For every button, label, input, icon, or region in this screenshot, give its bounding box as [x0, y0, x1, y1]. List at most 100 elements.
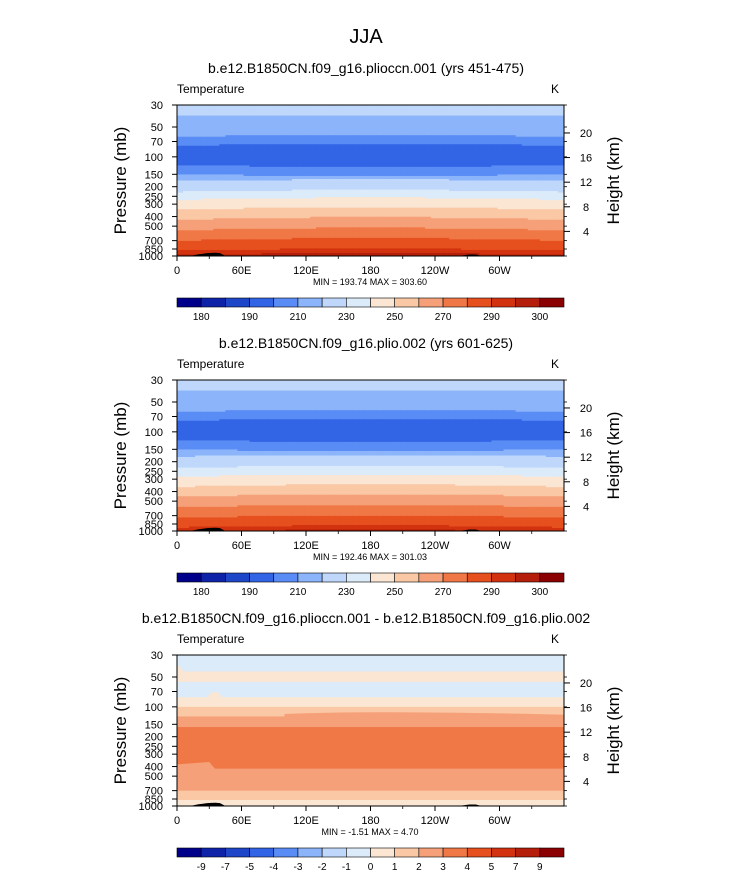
contour-cell	[521, 189, 529, 192]
contour-cell	[400, 194, 408, 197]
contour-cell	[491, 147, 499, 150]
contour-cell	[382, 178, 390, 182]
contour-cell	[388, 159, 396, 162]
contour-cell	[255, 200, 263, 203]
contour-cell	[249, 154, 257, 157]
contour-cell	[491, 132, 499, 135]
contour-cell	[449, 157, 456, 160]
contour-cell	[400, 212, 408, 215]
contour-cell	[279, 209, 287, 212]
contour-cell	[509, 141, 517, 144]
contour-cell	[310, 177, 317, 180]
contour-cell	[285, 188, 293, 191]
contour-cell	[394, 133, 402, 136]
contour-cell	[545, 207, 553, 210]
contour-cell	[443, 206, 450, 209]
contour-cell	[418, 204, 426, 207]
contour-cell	[521, 169, 529, 173]
contour-cell	[430, 126, 438, 129]
contour-cell	[485, 192, 493, 195]
contour-cell	[207, 201, 214, 204]
contour-cell	[243, 139, 251, 142]
contour-cell	[497, 191, 505, 194]
contour-cell	[334, 192, 341, 195]
contour-cell	[213, 144, 220, 147]
contour-cell	[243, 194, 251, 197]
contour-cell	[430, 117, 438, 120]
contour-cell	[213, 204, 220, 207]
contour-cell	[491, 157, 499, 160]
contour-cell	[291, 171, 299, 174]
contour-cell	[479, 206, 486, 209]
contour-cell	[473, 183, 480, 186]
contour-cell	[261, 139, 269, 142]
contour-cell	[515, 148, 523, 151]
contour-cell	[418, 174, 426, 177]
contour-cell	[195, 112, 202, 115]
contour-cell	[370, 171, 378, 174]
contour-cell	[545, 215, 553, 218]
contour-cell	[455, 123, 462, 126]
contour-cell	[376, 162, 384, 165]
contour-cell	[352, 147, 360, 150]
contour-cell	[437, 106, 444, 109]
contour-cell	[437, 111, 444, 114]
contour-cell	[219, 163, 226, 166]
contour-cell	[527, 197, 535, 200]
contour-cell	[509, 142, 517, 145]
contour-cell	[303, 183, 311, 186]
contour-cell	[406, 166, 414, 170]
contour-cell	[515, 120, 523, 123]
contour-cell	[334, 109, 341, 112]
contour-cell	[358, 106, 366, 109]
contour-cell	[551, 129, 559, 132]
contour-cell	[557, 135, 564, 138]
contour-cell	[177, 204, 184, 207]
contour-cell	[273, 157, 281, 160]
contour-cell	[322, 106, 329, 109]
contour-cell	[418, 182, 426, 185]
contour-cell	[557, 114, 564, 117]
contour-cell	[267, 157, 275, 160]
contour-cell	[291, 148, 299, 151]
contour-cell	[279, 138, 287, 141]
contour-cell	[545, 135, 553, 138]
contour-cell	[243, 175, 251, 179]
contour-cell	[473, 160, 480, 163]
contour-cell	[551, 112, 559, 115]
contour-cell	[382, 159, 390, 162]
contour-cell	[485, 150, 493, 153]
contour-cell	[273, 162, 281, 165]
contour-cell	[430, 177, 438, 180]
contour-cell	[255, 135, 263, 138]
contour-cell	[443, 200, 450, 203]
contour-cell	[177, 206, 184, 209]
contour-cell	[491, 111, 499, 114]
contour-cell	[219, 182, 226, 185]
contour-cell	[382, 105, 390, 108]
contour-cell	[527, 153, 535, 156]
contour-cell	[449, 130, 456, 133]
contour-cell	[273, 177, 281, 180]
contour-cell	[545, 120, 553, 123]
contour-cell	[467, 177, 474, 180]
contour-cell	[328, 127, 335, 130]
contour-cell	[195, 129, 202, 132]
contour-cell	[461, 172, 468, 176]
contour-cell	[364, 215, 372, 218]
contour-cell	[455, 148, 462, 151]
contour-cell	[443, 150, 450, 153]
contour-cell	[243, 169, 251, 173]
contour-cell	[195, 130, 202, 133]
contour-cell	[285, 200, 293, 203]
contour-cell	[328, 197, 335, 200]
contour-cell	[358, 123, 366, 126]
contour-cell	[473, 106, 480, 109]
contour-cell	[509, 186, 517, 189]
contour-cell	[467, 156, 474, 159]
contour-cell	[418, 189, 426, 192]
contour-cell	[430, 120, 438, 123]
contour-cell	[503, 111, 511, 114]
contour-cell	[261, 151, 269, 154]
contour-cell	[491, 138, 499, 141]
